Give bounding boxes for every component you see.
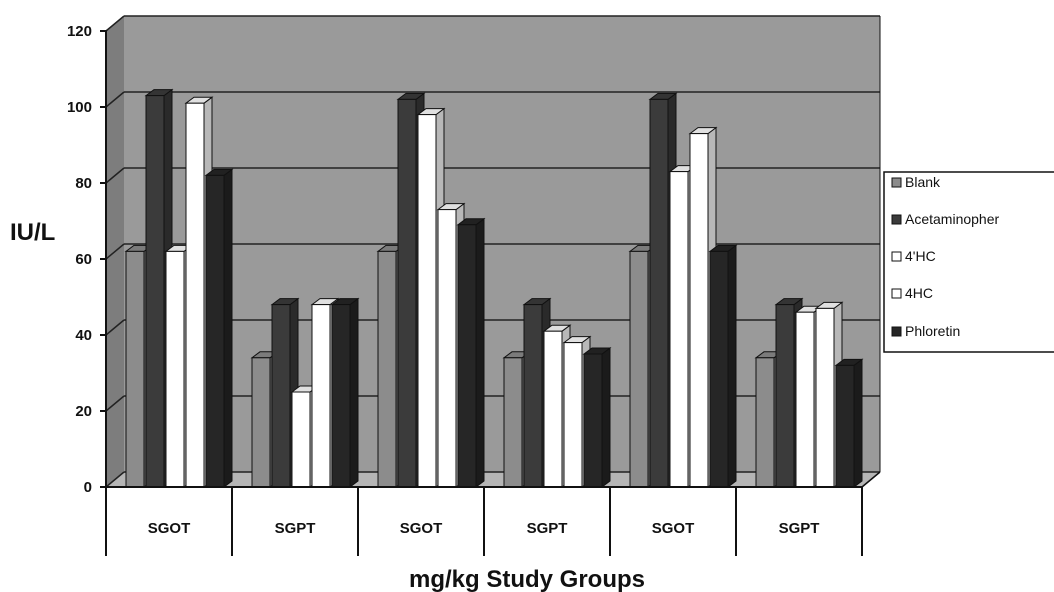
legend-swatch-1 bbox=[891, 214, 902, 225]
bar-phloretin-5 bbox=[834, 358, 864, 488]
floor-edge bbox=[861, 471, 881, 488]
gridlines bbox=[105, 15, 880, 488]
legend-swatch-2 bbox=[891, 251, 902, 262]
category-label-0: SGOT bbox=[148, 520, 191, 537]
category-label-3: SGPT bbox=[527, 520, 568, 537]
gridline-side-4 bbox=[105, 167, 125, 184]
bar-phloretin-2 bbox=[456, 217, 486, 488]
x-category-labels: SGOT SGPT SGOT SGPT SGOT SGPT bbox=[105, 487, 863, 556]
category-label-1: SGPT bbox=[275, 520, 316, 537]
legend-label-0: Blank bbox=[905, 174, 941, 190]
bar-phloretin-4 bbox=[708, 244, 738, 488]
gridline-side-3 bbox=[105, 243, 125, 260]
category-label-2: SGOT bbox=[400, 520, 443, 537]
gridline-side-5 bbox=[105, 91, 125, 108]
legend: Blank Acetaminopher 4'HC 4HC Phloretin bbox=[883, 171, 1054, 353]
gridline-side-0 bbox=[105, 471, 125, 488]
y-tick-label-6: 120 bbox=[67, 23, 92, 40]
y-tick-label-3: 60 bbox=[75, 251, 92, 268]
y-tick-label-2: 40 bbox=[75, 327, 92, 344]
legend-swatch-4 bbox=[891, 326, 902, 337]
y-tick-label-5: 100 bbox=[67, 99, 92, 116]
y-tick-label-1: 20 bbox=[75, 403, 92, 420]
y-tick-labels: 0 20 40 60 80 100 120 bbox=[67, 23, 92, 496]
category-label-4: SGOT bbox=[652, 520, 695, 537]
x-axis-label: mg/kg Study Groups bbox=[409, 566, 645, 592]
gridline-side-2 bbox=[105, 319, 125, 336]
legend-label-3: 4HC bbox=[905, 285, 933, 301]
legend-label-1: Acetaminopher bbox=[905, 211, 1000, 227]
bar-phloretin-1 bbox=[330, 297, 360, 488]
bar-phloretin-3 bbox=[582, 347, 612, 488]
legend-label-4: Phloretin bbox=[905, 323, 960, 339]
y-axis-label: IU/L bbox=[10, 219, 55, 246]
y-tick-label-0: 0 bbox=[84, 479, 92, 496]
legend-swatch-0 bbox=[891, 177, 902, 188]
gridline-side-6 bbox=[105, 15, 125, 32]
legend-label-2: 4'HC bbox=[905, 248, 936, 264]
legend-swatch-3 bbox=[891, 288, 902, 299]
category-label-5: SGPT bbox=[779, 520, 820, 537]
bar-phloretin-0 bbox=[204, 168, 234, 488]
gridline-side-1 bbox=[105, 395, 125, 412]
y-tick-label-4: 80 bbox=[75, 175, 92, 192]
legend-box bbox=[883, 171, 1054, 353]
bars-layer bbox=[124, 88, 864, 488]
